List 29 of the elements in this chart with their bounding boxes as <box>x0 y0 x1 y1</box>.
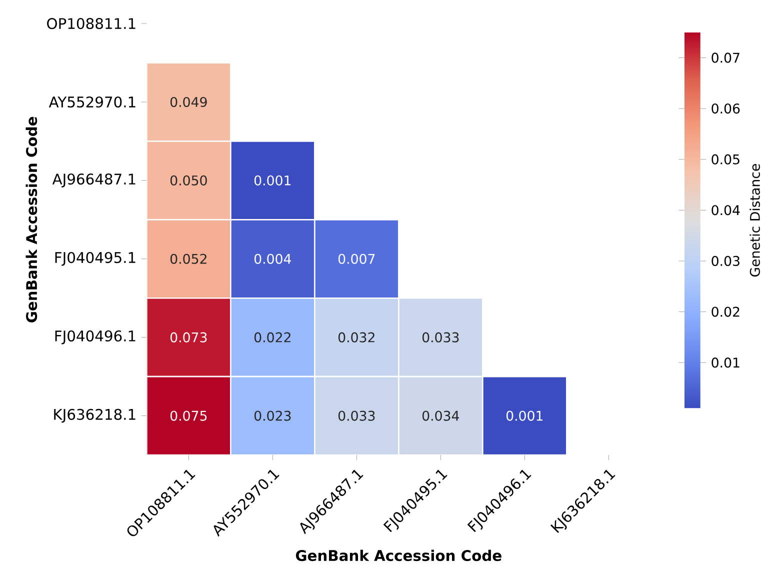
data-label: 0.033 <box>338 410 375 421</box>
color-bar-label: 0.06 <box>712 103 740 114</box>
data-label: 0.022 <box>254 332 290 342</box>
data-label: 0.075 <box>170 410 207 421</box>
data-label: 0.050 <box>170 175 207 186</box>
color-bar-label: 0.05 <box>712 154 740 164</box>
color-bar-title: Genetic Distance <box>750 164 760 277</box>
data-label: 0.034 <box>422 410 459 421</box>
data-label: 0.004 <box>254 254 291 264</box>
data-label: 0.023 <box>254 410 291 421</box>
data-label: 0.073 <box>170 332 207 342</box>
color-bar-label: 0.02 <box>712 306 740 317</box>
data-label: 0.033 <box>422 332 459 342</box>
color-bar-label: 0.07 <box>712 52 740 63</box>
y-tick-label: FJ040495.1 <box>55 252 136 266</box>
color-bar-label: 0.03 <box>712 256 740 266</box>
y-tick-label: KJ636218.1 <box>54 408 136 423</box>
y-tick-label: AY552970.1 <box>48 96 136 108</box>
y-tick-label: AJ966487.1 <box>52 174 136 188</box>
y-tick-label: FJ040496.1 <box>55 330 136 344</box>
color-bar-label: 0.01 <box>712 358 740 368</box>
data-label: 0.007 <box>338 254 375 264</box>
data-label: 0.032 <box>338 332 374 342</box>
data-label: 0.001 <box>254 175 291 186</box>
y-axis-title: GenBank Accession Code <box>26 116 38 322</box>
x-axis-title: GenBank Accession Code <box>296 550 502 562</box>
data-label: 0.001 <box>506 410 543 421</box>
y-tick-label: OP108811.1 <box>47 18 136 30</box>
color-bar-label: 0.04 <box>712 205 740 216</box>
